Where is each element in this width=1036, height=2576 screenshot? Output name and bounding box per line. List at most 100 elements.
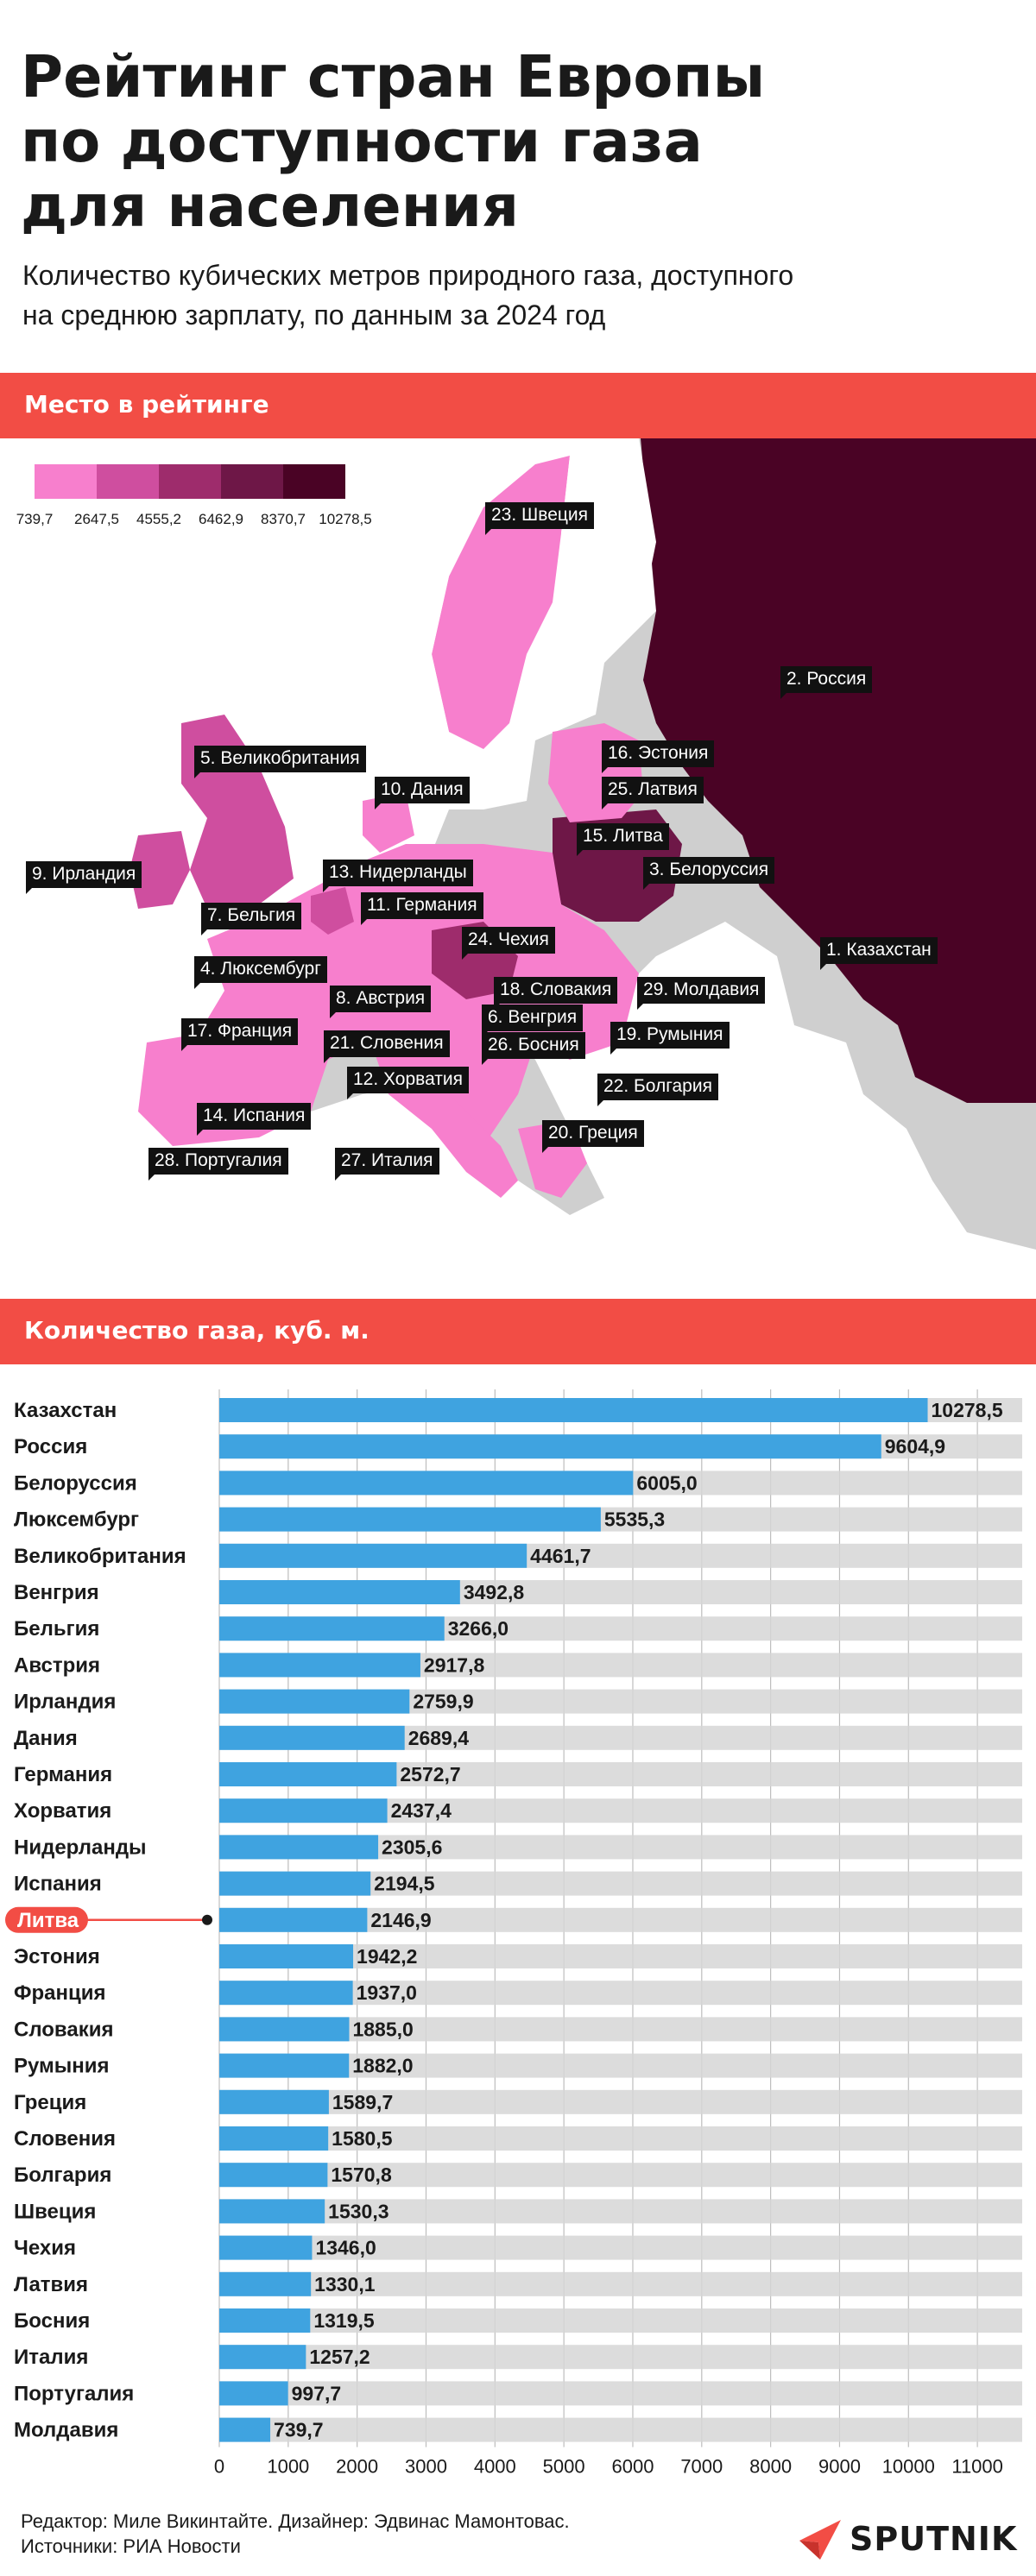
- bar: [219, 2271, 312, 2296]
- category-label: Греция: [14, 2091, 86, 2114]
- bar-value-label: 1257,2: [309, 2346, 370, 2368]
- map-label-bulgaria: 22. Болгария: [597, 1074, 718, 1106]
- bar-value-label: 2572,7: [400, 1763, 460, 1786]
- bar-value-label: 1885,0: [352, 2018, 413, 2040]
- bar-track: [219, 2235, 1022, 2260]
- map-heading-label: Место в рейтинге: [24, 390, 269, 419]
- category-label: Швеция: [14, 2200, 96, 2223]
- map-label-luxembourg: 4. Люксембург: [194, 956, 327, 989]
- bar-value-label: 2305,6: [382, 1836, 442, 1858]
- bar: [219, 1471, 634, 1496]
- bar-value-label: 3266,0: [448, 1617, 509, 1640]
- bar-value-label: 739,7: [274, 2419, 324, 2441]
- bar-track: [219, 2017, 1022, 2042]
- x-tick-label: 4000: [474, 2456, 516, 2478]
- bar-track: [219, 2053, 1022, 2078]
- credits-line: Редактор: Миле Викинтайте. Дизайнер: Эдв…: [21, 2510, 570, 2532]
- legend-tick: 2647,5: [74, 511, 119, 527]
- map-label-romania: 19. Румыния: [610, 1022, 730, 1055]
- sweden-region: [432, 456, 570, 749]
- map-label-italy: 27. Италия: [335, 1148, 439, 1181]
- map-label-czechia: 24. Чехия: [462, 927, 555, 960]
- category-label: Чехия: [14, 2237, 76, 2260]
- bar-track: [219, 2199, 1022, 2224]
- legend-tick: 739,7: [16, 511, 54, 527]
- bar: [219, 1507, 601, 1532]
- bar-track: [219, 2417, 1022, 2442]
- map-label-moldova: 29. Молдавия: [637, 977, 766, 1010]
- bar: [219, 1725, 405, 1750]
- bar-value-label: 1530,3: [328, 2200, 388, 2222]
- map-label-belarus: 3. Белоруссия: [643, 857, 775, 890]
- title-line: по доступности газа: [21, 108, 703, 175]
- bar-value-label: 1319,5: [313, 2309, 375, 2332]
- bar-track: [219, 2345, 1022, 2370]
- finland-region: [561, 438, 656, 654]
- bar: [219, 2199, 325, 2224]
- bar: [219, 1580, 460, 1604]
- bar: [219, 2417, 271, 2442]
- map-label-spain: 14. Испания: [197, 1103, 312, 1136]
- bar: [219, 2053, 350, 2078]
- category-label: Австрия: [14, 1653, 100, 1677]
- bar: [219, 1871, 371, 1896]
- bar: [219, 1944, 354, 1968]
- category-label: Молдавия: [14, 2419, 118, 2442]
- bar-value-label: 1346,0: [315, 2237, 376, 2259]
- ireland-region: [130, 831, 190, 909]
- bar-chart: 10278,5 Казахстан 9604,9 Россия 6005,0 Белору…: [5, 1389, 1022, 2478]
- map-label-kazakhstan: 1. Казахстан: [820, 937, 938, 970]
- bar-value-label: 2194,5: [374, 1873, 435, 1895]
- sputnik-logo[interactable]: SPUTNIK: [796, 2513, 1020, 2565]
- bar: [219, 1835, 379, 1860]
- bar-value-label: 1882,0: [352, 2055, 413, 2077]
- legend-tick: 10278,5: [319, 511, 372, 527]
- bar: [219, 1653, 420, 1678]
- category-label: Босния: [14, 2309, 90, 2333]
- category-label: Португалия: [14, 2382, 134, 2405]
- map-label-lithuania: 15. Литва: [577, 823, 669, 856]
- bar-value-label: 3492,8: [464, 1581, 525, 1603]
- category-label: Словакия: [14, 2018, 113, 2041]
- bar-value-label: 4461,7: [530, 1545, 591, 1567]
- x-tick-label: 7000: [680, 2456, 723, 2478]
- bar: [219, 2381, 288, 2406]
- legend-tick: 6462,9: [199, 511, 243, 527]
- map-label-germany: 11. Германия: [361, 892, 483, 925]
- bar-value-label: 2437,4: [391, 1799, 452, 1822]
- category-label: Латвия: [14, 2273, 88, 2296]
- bar-value-label: 1570,8: [331, 2163, 392, 2186]
- category-label: Эстония: [14, 1945, 100, 1968]
- bars-section-heading: Количество газа, куб. м.: [0, 1299, 1036, 1364]
- category-label: Дания: [14, 1727, 78, 1750]
- legend-swatch: [221, 464, 283, 499]
- bar: [219, 2126, 329, 2151]
- bar: [219, 2308, 311, 2333]
- bar-value-label: 9604,9: [885, 1435, 945, 1458]
- legend-swatch: [159, 464, 221, 499]
- bar: [219, 1543, 527, 1568]
- bar: [219, 1981, 353, 2006]
- russia-kazakhstan-region: [641, 438, 1036, 1103]
- x-tick-label: 2000: [336, 2456, 378, 2478]
- sputnik-logo-text: SPUTNIK: [850, 2520, 1018, 2558]
- highlight-pill: [5, 1906, 88, 1933]
- legend-tick: 4555,2: [136, 511, 181, 527]
- map-label-latvia: 25. Латвия: [602, 777, 704, 809]
- x-tick-label: 0: [214, 2456, 224, 2478]
- bar-track: [219, 2381, 1022, 2406]
- category-label: Казахстан: [14, 1399, 117, 1422]
- map-label-uk: 5. Великобритания: [194, 746, 366, 778]
- bar: [219, 2345, 306, 2370]
- subtitle-line: на среднюю зарплату, по данным за 2024 г…: [22, 299, 606, 331]
- x-tick-label: 10000: [882, 2456, 935, 2478]
- map-label-russia: 2. Россия: [780, 666, 873, 699]
- category-label: Белоруссия: [14, 1471, 137, 1495]
- bar-value-label: 1942,2: [357, 1945, 417, 1968]
- category-label: Болгария: [14, 2163, 111, 2187]
- bar-value-label: 2689,4: [408, 1727, 470, 1749]
- x-tick-label: 5000: [543, 2456, 585, 2478]
- legend-swatch: [283, 464, 345, 499]
- bar: [219, 2163, 328, 2188]
- category-label: Румыния: [14, 2055, 110, 2078]
